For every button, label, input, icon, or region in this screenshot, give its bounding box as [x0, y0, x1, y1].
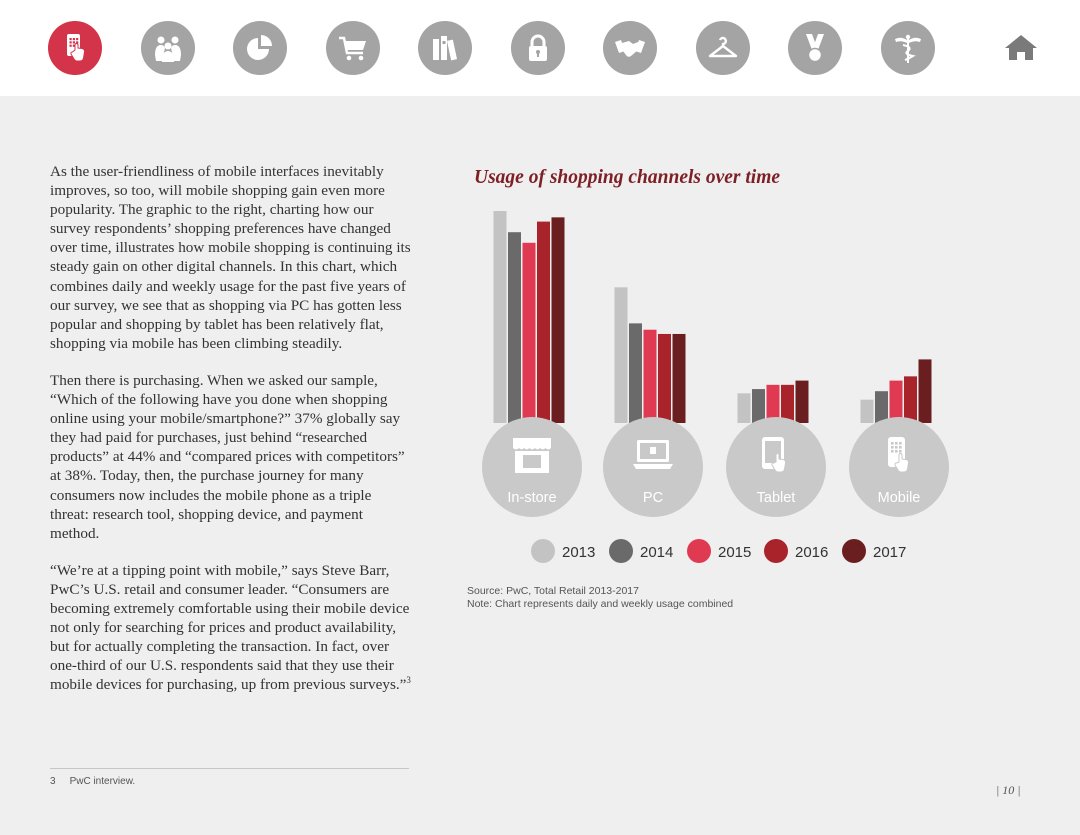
top-navigation	[0, 0, 1080, 96]
handshake-icon	[615, 40, 645, 57]
chart-source: Source: PwC, Total Retail 2013-2017 Note…	[467, 585, 733, 611]
paragraph-2: Then there is purchasing. When we asked …	[50, 371, 405, 542]
bar-tablet-2016	[781, 384, 794, 423]
footnote-divider	[50, 768, 409, 769]
legend-swatch-2014	[609, 539, 633, 563]
nav-lock-button[interactable]	[510, 21, 565, 75]
body-text: As the user-friendliness of mobile inter…	[50, 162, 412, 712]
bar-pc-2016	[658, 333, 671, 423]
store-icon	[513, 438, 551, 473]
mobile-icon	[888, 437, 910, 473]
lock-icon	[528, 34, 547, 61]
bar-pc-2015	[643, 329, 657, 423]
page-number: | 10 |	[996, 783, 1021, 797]
legend-label-2017: 2017	[873, 544, 906, 561]
category-label-pc: PC	[643, 490, 663, 506]
nav-hanger-button[interactable]	[695, 21, 750, 75]
legend-swatch-2015	[687, 539, 711, 563]
footnote: 3 PwC interview.	[50, 776, 149, 787]
bar-mobile-2013	[860, 399, 874, 423]
medal-icon	[806, 34, 824, 63]
nav-medal-button[interactable]	[788, 21, 842, 75]
paragraph-1: As the user-friendliness of mobile inter…	[50, 163, 411, 352]
people-icon	[154, 36, 181, 62]
footnote-reference[interactable]: 3	[406, 675, 411, 686]
legend-swatch-2017	[842, 539, 866, 563]
legend-label-2016: 2016	[795, 544, 828, 561]
bar-mobile-2015	[889, 380, 903, 423]
bar-mobile-2017	[918, 359, 932, 423]
nav-caduceus-button[interactable]	[880, 21, 935, 75]
category-label-in-store: In-store	[507, 490, 556, 506]
category-label-mobile: Mobile	[878, 490, 921, 506]
nav-mobile-shopping-button[interactable]	[48, 21, 102, 75]
legend-label-2015: 2015	[718, 544, 751, 561]
paragraph-3-text: “We’re at a tipping point with mobile,” …	[50, 561, 410, 694]
bar-in-store-2016	[537, 221, 550, 423]
bar-pc-2013	[614, 287, 628, 423]
hanger-icon	[708, 36, 737, 58]
books-icon	[433, 36, 458, 61]
laptop-icon	[633, 440, 673, 469]
source-text: Source: PwC, Total Retail 2013-2017	[467, 585, 639, 597]
tablet-icon	[762, 437, 787, 473]
shopping-cart-icon	[338, 36, 366, 61]
home-icon[interactable]	[1004, 32, 1038, 62]
bar-pc-2017	[672, 333, 686, 423]
bar-pc-2014	[629, 323, 642, 423]
bar-tablet-2014	[752, 389, 765, 423]
legend-label-2014: 2014	[640, 544, 673, 561]
footnote-number: 3	[50, 776, 56, 787]
bar-mobile-2014	[875, 391, 888, 423]
nav-handshake-button[interactable]	[603, 21, 657, 75]
bar-mobile-2016	[904, 376, 917, 423]
bar-tablet-2013	[737, 393, 751, 423]
nav-pie-chart-button[interactable]	[233, 21, 287, 75]
legend-label-2013: 2013	[562, 544, 595, 561]
nav-people-button[interactable]	[140, 21, 195, 75]
bar-chart: In-store PC Tablet Mobile 2013 2014 2015 2016 20…	[482, 211, 949, 563]
bar-in-store-2015	[522, 242, 536, 423]
note-text: Note: Chart represents daily and weekly …	[467, 598, 734, 610]
bar-tablet-2017	[795, 380, 809, 423]
paragraph-3: “We’re at a tipping point with mobile,” …	[50, 561, 412, 695]
bar-in-store-2014	[508, 232, 521, 423]
bar-tablet-2015	[766, 384, 780, 423]
caduceus-icon	[894, 34, 921, 63]
mobile-touch-icon	[67, 34, 86, 62]
nav-cart-button[interactable]	[325, 21, 380, 75]
nav-books-button[interactable]	[418, 21, 472, 75]
legend-swatch-2013	[531, 539, 555, 563]
pie-chart-icon	[247, 35, 272, 60]
legend-swatch-2016	[764, 539, 788, 563]
bar-in-store-2017	[551, 217, 565, 423]
category-label-tablet: Tablet	[757, 490, 796, 506]
footnote-text: PwC interview.	[69, 776, 136, 787]
bar-in-store-2013	[493, 211, 507, 423]
chart-title: Usage of shopping channels over time	[474, 167, 781, 188]
